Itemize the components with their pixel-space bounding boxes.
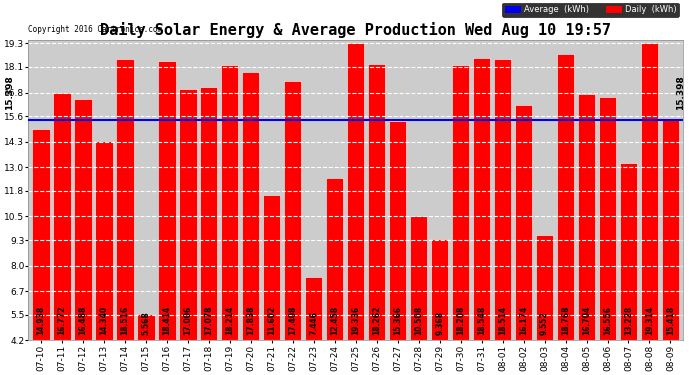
Text: 18.516: 18.516 xyxy=(121,305,130,334)
Bar xyxy=(473,58,490,340)
Bar xyxy=(410,216,427,340)
Bar xyxy=(389,121,406,340)
Text: 9.368: 9.368 xyxy=(435,310,444,334)
Bar xyxy=(368,64,385,340)
Bar xyxy=(620,163,637,340)
Text: 18.208: 18.208 xyxy=(456,305,465,334)
Bar xyxy=(117,59,134,340)
Bar xyxy=(578,94,595,340)
Bar xyxy=(536,235,553,340)
Bar xyxy=(452,65,469,341)
Text: 15.366: 15.366 xyxy=(393,306,402,334)
Bar xyxy=(305,277,322,340)
Text: 15.398: 15.398 xyxy=(5,75,14,110)
Text: 14.340: 14.340 xyxy=(99,305,108,334)
Text: 9.552: 9.552 xyxy=(540,311,549,334)
Bar xyxy=(347,43,364,340)
Text: 18.414: 18.414 xyxy=(162,305,171,334)
Bar xyxy=(32,129,50,340)
Text: 16.174: 16.174 xyxy=(519,305,528,334)
Bar xyxy=(284,81,302,340)
Text: 17.408: 17.408 xyxy=(288,305,297,334)
Legend: Average  (kWh), Daily  (kWh): Average (kWh), Daily (kWh) xyxy=(502,3,679,16)
Text: 16.772: 16.772 xyxy=(57,305,66,334)
Text: 18.514: 18.514 xyxy=(498,305,507,334)
Bar xyxy=(53,93,70,340)
Text: 7.446: 7.446 xyxy=(309,310,318,334)
Text: 13.228: 13.228 xyxy=(624,305,633,334)
Text: 11.602: 11.602 xyxy=(267,305,276,334)
Bar xyxy=(599,98,616,340)
Text: 18.548: 18.548 xyxy=(477,305,486,334)
Bar xyxy=(494,59,511,340)
Text: 12.458: 12.458 xyxy=(331,305,339,334)
Bar xyxy=(158,61,175,340)
Bar xyxy=(326,178,344,340)
Text: 15.398: 15.398 xyxy=(676,75,685,110)
Text: Copyright 2016 Cartronics.com: Copyright 2016 Cartronics.com xyxy=(28,26,163,34)
Bar xyxy=(137,314,155,340)
Bar xyxy=(95,141,112,340)
Bar xyxy=(641,43,658,340)
Bar xyxy=(75,99,92,340)
Text: 18.262: 18.262 xyxy=(372,305,382,334)
Text: 14.938: 14.938 xyxy=(37,305,46,334)
Bar xyxy=(515,105,532,340)
Text: 17.078: 17.078 xyxy=(204,305,213,334)
Text: 19.336: 19.336 xyxy=(351,305,360,334)
Text: 15.418: 15.418 xyxy=(666,305,675,334)
Text: 16.704: 16.704 xyxy=(582,305,591,334)
Bar xyxy=(200,87,217,340)
Text: 17.838: 17.838 xyxy=(246,305,255,334)
Text: 16.488: 16.488 xyxy=(79,305,88,334)
Bar xyxy=(263,195,280,340)
Bar xyxy=(179,88,197,340)
Text: 18.214: 18.214 xyxy=(226,305,235,334)
Title: Daily Solar Energy & Average Production Wed Aug 10 19:57: Daily Solar Energy & Average Production … xyxy=(100,22,611,38)
Text: 19.314: 19.314 xyxy=(645,305,654,334)
Bar xyxy=(221,65,239,341)
Text: 17.006: 17.006 xyxy=(184,305,193,334)
Bar xyxy=(557,54,574,340)
Bar xyxy=(662,120,679,340)
Text: 5.568: 5.568 xyxy=(141,311,150,334)
Bar xyxy=(242,72,259,340)
Text: 10.508: 10.508 xyxy=(414,305,423,334)
Bar xyxy=(431,239,448,340)
Text: 16.556: 16.556 xyxy=(603,306,612,334)
Text: 18.768: 18.768 xyxy=(561,305,570,334)
